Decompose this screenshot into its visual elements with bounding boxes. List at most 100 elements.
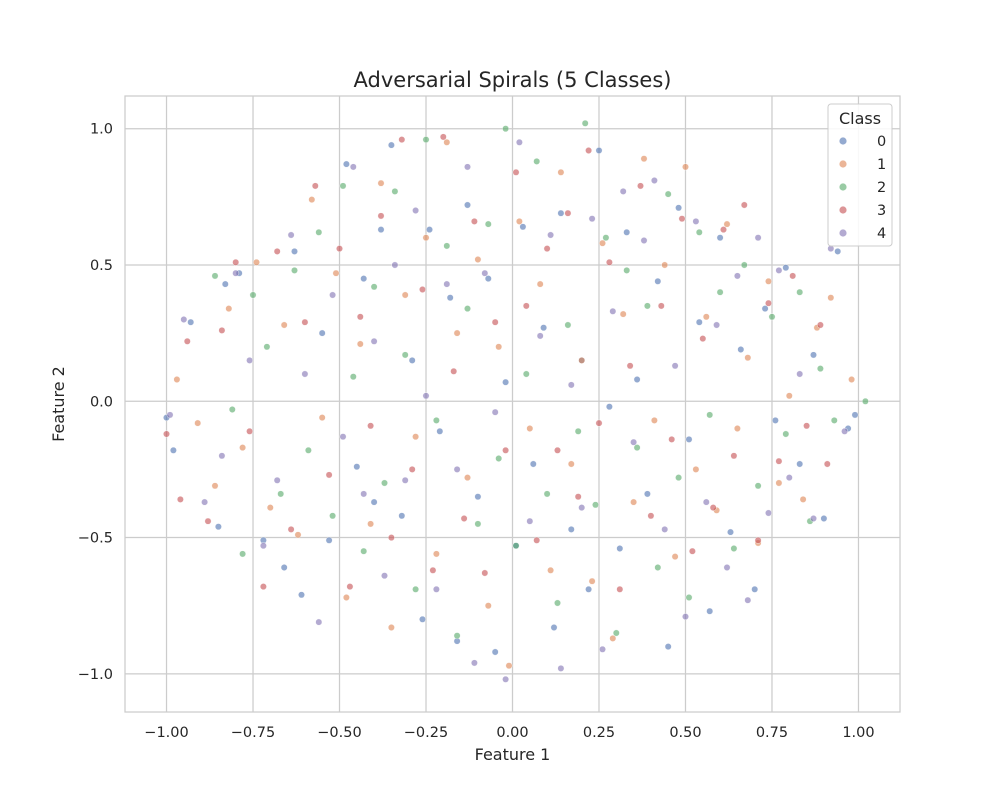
data-point	[522, 302, 530, 310]
data-point	[633, 376, 641, 383]
data-point	[318, 329, 326, 337]
data-point	[716, 288, 724, 296]
data-point	[540, 324, 548, 332]
data-point	[239, 444, 247, 452]
data-point	[360, 490, 368, 498]
data-point	[505, 662, 513, 670]
legend-marker	[839, 160, 847, 168]
legend-label: 3	[877, 203, 886, 219]
data-point	[412, 433, 420, 441]
data-point	[163, 430, 170, 438]
data-point	[526, 425, 534, 432]
data-point	[370, 283, 378, 291]
data-point	[370, 498, 378, 506]
data-point	[325, 536, 333, 544]
data-point	[342, 160, 350, 168]
data-point	[616, 545, 624, 552]
data-point	[277, 490, 285, 498]
data-point	[640, 237, 648, 244]
data-point	[353, 463, 361, 471]
data-point	[626, 362, 634, 370]
data-point	[823, 460, 831, 468]
data-point	[253, 258, 260, 266]
data-point	[650, 416, 658, 424]
data-point	[391, 187, 399, 195]
data-point	[443, 280, 451, 288]
data-point	[685, 435, 693, 443]
data-point	[367, 422, 375, 430]
y-tick-labels: −1.0 −0.5 0.0 0.5 1.0	[78, 122, 113, 683]
data-point	[519, 223, 527, 231]
data-point	[585, 585, 593, 593]
data-point	[744, 596, 752, 604]
data-point	[789, 272, 797, 280]
data-point	[325, 471, 333, 479]
data-point	[567, 381, 575, 389]
data-point	[329, 512, 337, 520]
data-point	[605, 403, 613, 411]
data-point	[612, 629, 620, 637]
data-point	[657, 302, 665, 310]
data-point	[785, 474, 793, 482]
data-point	[291, 266, 298, 274]
data-point	[450, 367, 458, 375]
data-point	[218, 326, 226, 334]
data-point	[574, 493, 582, 501]
data-point	[412, 585, 420, 593]
data-point	[311, 182, 319, 190]
data-point	[533, 157, 541, 165]
data-point	[633, 444, 641, 452]
data-point	[727, 528, 734, 536]
data-point	[398, 512, 406, 520]
data-point	[377, 212, 385, 220]
data-point	[446, 294, 454, 302]
data-point	[474, 520, 482, 528]
data-point	[266, 504, 274, 512]
data-point	[564, 321, 572, 329]
data-point	[453, 465, 461, 473]
data-point	[502, 446, 510, 454]
data-point	[754, 234, 762, 242]
data-point	[301, 318, 309, 326]
data-point	[557, 209, 565, 217]
data-point	[474, 256, 482, 263]
data-point	[356, 340, 364, 348]
data-point	[605, 258, 613, 266]
data-point	[336, 245, 343, 253]
data-point	[329, 291, 337, 299]
data-point	[630, 498, 638, 506]
x-tick-labels: −1.00 −0.75 −0.50 −0.25 0.00 0.25 0.50 0.75 1.00	[144, 725, 874, 741]
data-point	[782, 430, 790, 438]
data-point	[246, 427, 254, 435]
data-point	[692, 465, 700, 473]
data-point	[557, 664, 565, 672]
data-point	[443, 138, 451, 146]
y-tick-label: −0.5	[78, 531, 113, 547]
data-point	[671, 553, 679, 561]
data-point	[481, 569, 489, 577]
data-point	[239, 550, 247, 558]
data-point	[567, 525, 575, 533]
data-point	[810, 515, 817, 522]
chart-title: Adversarial Spirals (5 Classes)	[354, 68, 672, 92]
data-point	[225, 305, 233, 313]
data-point	[339, 433, 347, 441]
data-point	[491, 408, 499, 416]
data-point	[422, 136, 430, 144]
legend-marker	[839, 137, 847, 145]
data-point	[543, 245, 551, 253]
data-point	[702, 498, 710, 506]
data-point	[830, 416, 838, 424]
data-point	[495, 455, 503, 462]
data-point	[484, 275, 492, 283]
data-point	[775, 479, 783, 487]
data-point	[259, 542, 267, 550]
data-point	[481, 269, 489, 277]
x-tick-label: 0.00	[496, 725, 528, 741]
data-point	[273, 476, 281, 484]
data-point	[578, 356, 586, 364]
data-point	[816, 321, 824, 329]
data-point	[765, 509, 772, 517]
data-point	[166, 411, 174, 419]
data-point	[595, 147, 603, 154]
